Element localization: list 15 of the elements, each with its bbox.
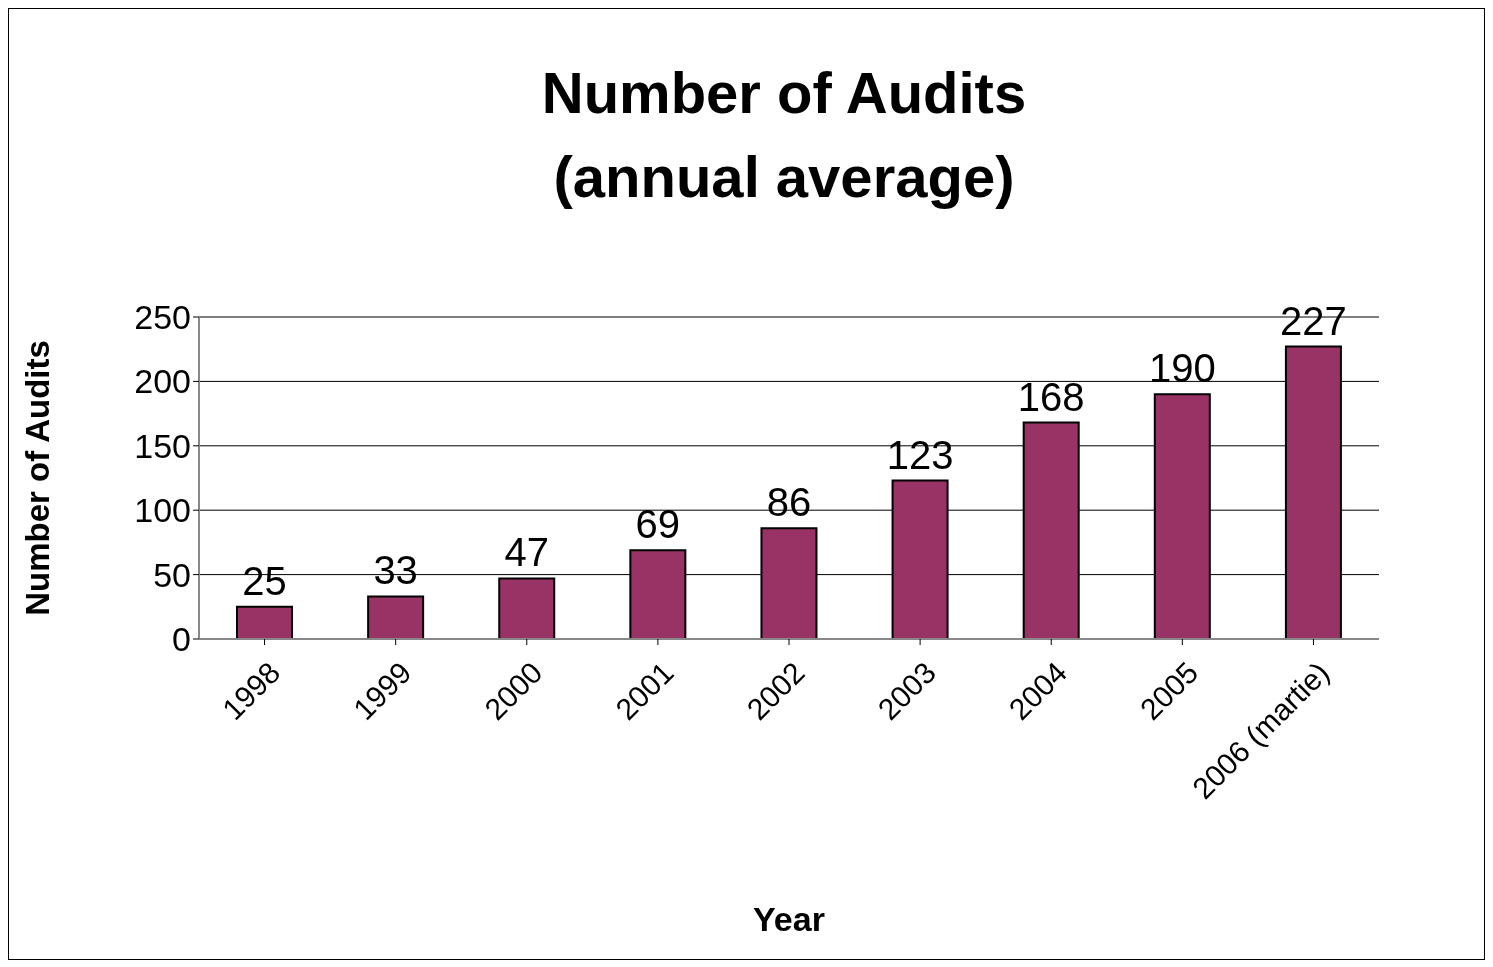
y-tick-label: 50	[153, 555, 191, 594]
data-label: 227	[1280, 298, 1347, 343]
y-tick-label: 200	[134, 362, 191, 401]
chart-title: Number of Audits (annual average)	[540, 59, 1028, 211]
x-axis-title: Year	[753, 900, 825, 938]
y-tick-label: 0	[172, 620, 191, 659]
y-tick-label: 100	[134, 491, 191, 530]
y-axis-title: Number of Audits	[18, 340, 56, 616]
y-tick-label: 250	[134, 298, 191, 337]
data-label: 168	[1017, 374, 1085, 419]
data-label: 190	[1148, 346, 1216, 391]
data-label: 123	[886, 432, 954, 477]
data-label: 47	[504, 530, 549, 575]
y-tick-label: 150	[134, 426, 191, 465]
data-label: 69	[635, 502, 681, 547]
